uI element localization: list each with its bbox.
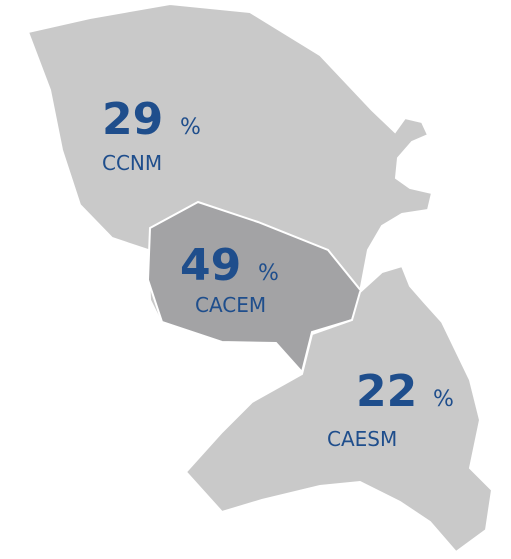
region-unit: % [433,387,454,412]
region-unit: % [180,115,201,140]
region-unit: % [258,261,279,286]
region-cacem [146,200,364,375]
region-name: CCNM [102,151,162,175]
region-name: CAESM [327,427,397,451]
region-ccnm [26,2,434,322]
region-name: CACEM [195,293,266,317]
region-caesm [184,264,494,554]
region-value: 29 [102,94,163,145]
region-value: 49 [180,240,241,291]
region-value: 22 [356,366,417,417]
